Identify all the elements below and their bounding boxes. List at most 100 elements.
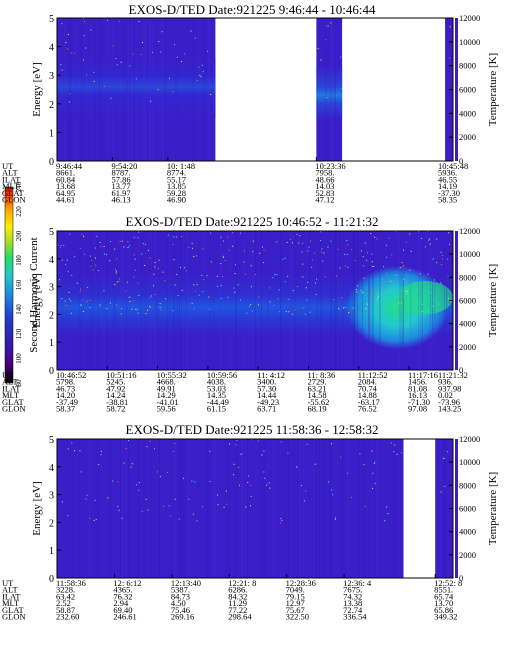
ephemeris-value: -37.49: [56, 397, 78, 407]
ephemeris-value: 3400.: [257, 377, 276, 387]
ephemeris-value: 5798.: [56, 377, 75, 387]
speckle: [386, 256, 388, 258]
speckle: [396, 453, 398, 455]
speckle: [263, 249, 265, 251]
speckle: [278, 311, 280, 313]
speckle: [334, 519, 336, 521]
speckle: [138, 482, 140, 484]
speckle: [118, 278, 120, 280]
speckle: [94, 247, 96, 249]
speckle: [116, 258, 118, 260]
speckle: [377, 292, 379, 294]
speckle: [447, 298, 449, 300]
speckle: [310, 240, 312, 242]
speckle: [359, 453, 361, 455]
ephemeris-value: 58.72: [106, 404, 125, 414]
speckle: [209, 450, 211, 452]
speckle: [374, 236, 376, 238]
ephemeris-row-label: MLT: [2, 181, 20, 191]
ephemeris-row-label: GLON: [2, 195, 26, 205]
speckle: [372, 487, 374, 489]
ephemeris-value: 269.16: [171, 612, 194, 622]
speckle: [229, 443, 231, 445]
speckle: [150, 100, 152, 102]
speckle: [240, 453, 242, 455]
speckle: [67, 48, 69, 50]
speckle: [362, 256, 364, 258]
speckle: [372, 266, 374, 268]
speckle: [238, 466, 240, 468]
y2-tick-label: 0: [459, 365, 463, 375]
ephemeris-value: 52.83: [315, 188, 334, 198]
y-tick-label: 4: [49, 43, 54, 54]
speckle: [405, 293, 407, 295]
speckle: [448, 25, 450, 27]
ephemeris-row-label: UT: [2, 161, 14, 171]
speckle: [206, 275, 208, 277]
y-tick-label: 1: [49, 338, 54, 349]
speckle: [374, 482, 376, 484]
speckle: [386, 506, 388, 508]
speckle: [152, 285, 154, 287]
speckle: [395, 231, 397, 233]
y2-tick-label: 6000: [459, 296, 476, 306]
ephemeris-row-label: ALT: [2, 168, 19, 178]
speckle: [258, 296, 260, 298]
speckle: [210, 94, 212, 96]
ephemeris-value: 3228.: [56, 585, 75, 595]
ephemeris-value: 13.68: [56, 181, 75, 191]
speckle: [67, 33, 69, 35]
ephemeris-value: 10:59:56: [207, 370, 237, 380]
speckle: [250, 265, 252, 267]
ephemeris-value: 13.38: [343, 598, 362, 608]
speckle: [222, 276, 224, 278]
speckle: [191, 302, 193, 304]
ephemeris-row-label: GLON: [2, 612, 26, 622]
colorbar-tick-label: 180: [15, 255, 23, 266]
speckle: [154, 262, 156, 264]
speckle: [118, 509, 120, 511]
speckle: [316, 278, 318, 280]
speckle: [348, 312, 350, 314]
speckle: [100, 450, 102, 452]
speckle: [130, 466, 132, 468]
speckle: [268, 482, 270, 484]
y2-tick-label: 0: [459, 573, 463, 583]
speckle: [440, 282, 442, 284]
y-tick-label: 3: [49, 283, 54, 294]
speckle: [158, 40, 160, 42]
speckle: [377, 295, 379, 297]
ephemeris-value: 12:36: 4: [343, 578, 372, 588]
speckle: [127, 246, 129, 248]
speckle: [83, 21, 85, 23]
speckle: [447, 276, 449, 278]
speckle: [427, 231, 429, 233]
speckle: [178, 518, 180, 520]
speckle: [276, 241, 278, 243]
speckle: [362, 292, 364, 294]
speckle: [323, 252, 325, 254]
speckle: [421, 237, 423, 239]
ephemeris-value: 12:13:40: [171, 578, 201, 588]
speckle: [85, 498, 87, 500]
speckle: [341, 87, 343, 89]
speckle: [117, 481, 119, 483]
speckle: [61, 501, 63, 503]
speckle: [61, 69, 63, 71]
speckle: [69, 233, 71, 235]
speckle: [90, 265, 92, 267]
speckle: [355, 289, 357, 291]
speckle: [313, 252, 315, 254]
chart-panel-3: EXOS-D/TED Date:921225 11:58:36 - 12:58:…: [2, 422, 499, 622]
speckle: [315, 293, 317, 295]
speckle: [314, 463, 316, 465]
speckle: [403, 278, 405, 280]
speckle: [141, 510, 143, 512]
speckle: [65, 304, 67, 306]
speckle: [284, 281, 286, 283]
speckle: [181, 236, 183, 238]
speckle: [83, 235, 85, 237]
speckle: [132, 53, 134, 55]
ephemeris-value: -63.17: [358, 397, 380, 407]
speckle: [296, 233, 298, 235]
